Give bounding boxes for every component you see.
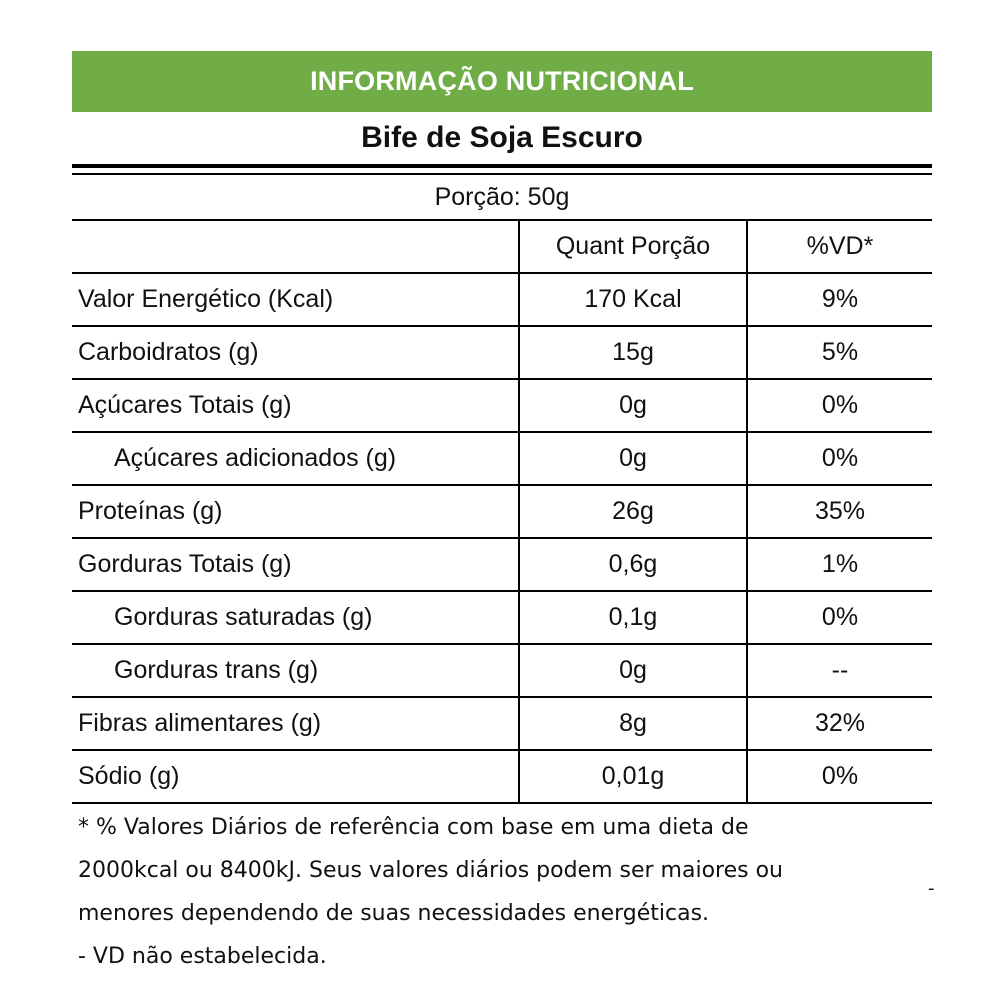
footnote-line: 2000kcal ou 8400kJ. Seus valores diários… (78, 858, 783, 883)
nutrient-name: Fibras alimentares (g) (72, 697, 519, 751)
table-row: Açúcares adicionados (g) 0g 0% (72, 432, 932, 486)
footnote-line: - VD não estabelecida. (78, 944, 327, 969)
nutrient-quantity: 0g (518, 644, 748, 698)
nutrient-name: Açúcares adicionados (g) (72, 432, 519, 486)
nutrient-quantity: 26g (518, 485, 748, 539)
table-row: Gorduras trans (g) 0g -- (72, 644, 932, 698)
table-row: Proteínas (g) 26g 35% (72, 485, 932, 539)
nutrient-name: Proteínas (g) (72, 485, 519, 539)
nutrient-name: Gorduras saturadas (g) (72, 591, 519, 645)
nutrient-daily-value: 5% (747, 326, 932, 380)
nutrient-daily-value: 1% (747, 538, 932, 592)
nutrient-name: Açúcares Totais (g) (72, 379, 519, 433)
nutrient-name: Carboidratos (g) (72, 326, 519, 380)
nutrition-table: Quant Porção %VD* Valor Energético (Kcal… (72, 221, 932, 804)
column-header-nutrient (72, 221, 519, 274)
nutrition-table-body: Quant Porção %VD* Valor Energético (Kcal… (72, 221, 932, 804)
nutrient-daily-value: 0% (747, 750, 932, 804)
nutrient-name: Gorduras trans (g) (72, 644, 519, 698)
footnote-line: menores dependendo de suas necessidades … (78, 901, 710, 926)
nutrient-daily-value: 0% (747, 432, 932, 486)
nutrient-name: Gorduras Totais (g) (72, 538, 519, 592)
nutrient-quantity: 0g (518, 379, 748, 433)
nutrient-daily-value: 9% (747, 273, 932, 327)
nutrient-quantity: 0,6g (518, 538, 748, 592)
nutrition-facts-panel: INFORMAÇÃO NUTRICIONAL Bife de Soja Escu… (72, 51, 932, 978)
table-row: Açúcares Totais (g) 0g 0% (72, 379, 932, 433)
nutrient-quantity: 8g (518, 697, 748, 751)
table-row: Gorduras Totais (g) 0,6g 1% (72, 538, 932, 592)
nutrient-daily-value: 32% (747, 697, 932, 751)
stray-dash-mark: - (928, 878, 935, 899)
table-row: Gorduras saturadas (g) 0,1g 0% (72, 591, 932, 645)
column-header-daily-value: %VD* (747, 221, 932, 274)
nutrient-quantity: 0,01g (518, 750, 748, 804)
table-row: Fibras alimentares (g) 8g 32% (72, 697, 932, 751)
nutrient-quantity: 170 Kcal (518, 273, 748, 327)
divider-thin (72, 173, 932, 175)
portion-size: Porção: 50g (72, 175, 932, 221)
table-header-row: Quant Porção %VD* (72, 221, 932, 274)
nutrient-quantity: 0,1g (518, 591, 748, 645)
table-row: Sódio (g) 0,01g 0% (72, 750, 932, 804)
column-header-quantity: Quant Porção (518, 221, 748, 274)
nutrient-daily-value: 0% (747, 379, 932, 433)
nutrient-daily-value: -- (747, 644, 932, 698)
nutrient-quantity: 15g (518, 326, 748, 380)
nutrient-daily-value: 35% (747, 485, 932, 539)
nutrient-quantity: 0g (518, 432, 748, 486)
divider-thick (72, 164, 932, 168)
nutrient-name: Sódio (g) (72, 750, 519, 804)
footnote-line: * % Valores Diários de referência com ba… (78, 815, 749, 840)
nutrient-name: Valor Energético (Kcal) (72, 273, 519, 327)
table-row: Valor Energético (Kcal) 170 Kcal 9% (72, 273, 932, 327)
product-name: Bife de Soja Escuro (361, 121, 643, 154)
footnote: * % Valores Diários de referência com ba… (72, 806, 932, 978)
nutrient-daily-value: 0% (747, 591, 932, 645)
table-row: Carboidratos (g) 15g 5% (72, 326, 932, 380)
nutrition-title-banner: INFORMAÇÃO NUTRICIONAL (72, 51, 932, 112)
